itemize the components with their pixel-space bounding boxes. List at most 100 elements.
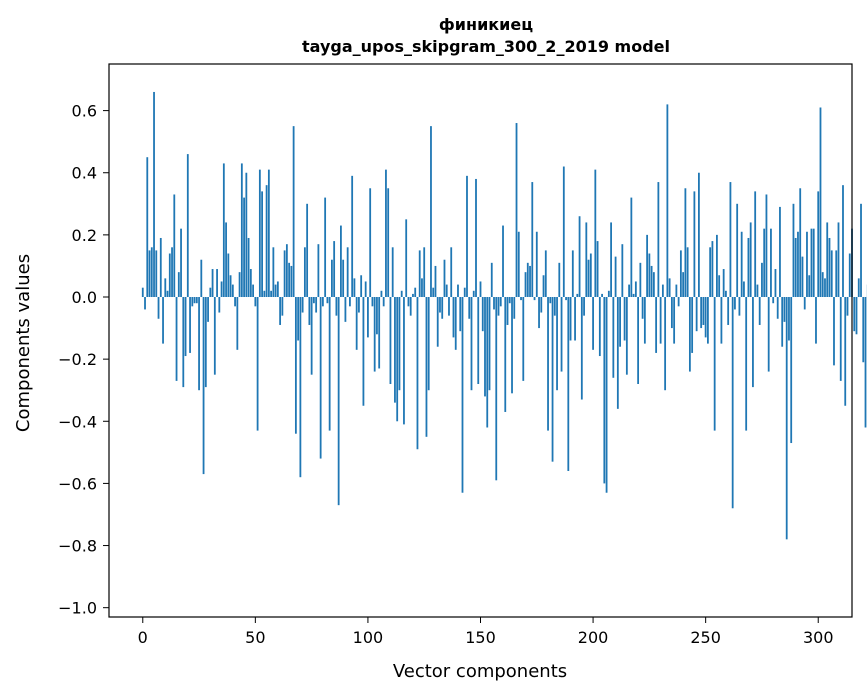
- bar-131: [436, 297, 439, 347]
- bar-281: [774, 269, 777, 297]
- bar-244: [691, 297, 694, 353]
- bar-59: [274, 284, 277, 298]
- bar-316: [853, 297, 856, 332]
- bar-266: [740, 231, 743, 297]
- bar-217: [630, 197, 633, 298]
- bar-42: [236, 297, 239, 350]
- bar-220: [637, 297, 640, 384]
- bar-10: [164, 278, 167, 298]
- bar-110: [389, 297, 392, 384]
- bar-67: [292, 126, 295, 297]
- bar-199: [589, 253, 592, 297]
- bar-165: [513, 297, 516, 319]
- bar-77: [315, 297, 318, 313]
- bar-209: [612, 297, 615, 378]
- bar-218: [632, 293, 635, 298]
- bar-160: [502, 225, 504, 298]
- bar-300: [817, 191, 820, 298]
- bar-304: [826, 222, 829, 297]
- bar-241: [684, 188, 687, 298]
- bar-144: [466, 175, 468, 297]
- bar-139: [454, 297, 457, 350]
- bar-298: [812, 228, 815, 298]
- bar-54: [263, 290, 266, 297]
- bar-17: [180, 228, 182, 298]
- bar-162: [506, 297, 509, 325]
- bar-5: [153, 91, 155, 298]
- bar-73: [306, 203, 309, 297]
- bar-263: [734, 297, 736, 310]
- bar-49: [252, 284, 254, 298]
- bar-52: [258, 169, 261, 298]
- bar-254: [713, 297, 716, 431]
- bar-194: [578, 216, 581, 298]
- bar-92: [349, 297, 351, 307]
- bar-29: [207, 297, 209, 322]
- bar-196: [583, 297, 585, 316]
- bar-15: [175, 297, 178, 381]
- bar-76: [312, 297, 315, 304]
- bar-306: [830, 250, 833, 297]
- bar-207: [607, 290, 610, 297]
- bar-238: [677, 297, 680, 307]
- bar-249: [702, 297, 705, 325]
- bar-95: [355, 297, 358, 350]
- bar-212: [619, 297, 621, 347]
- y-tick-label: 0.0: [72, 288, 97, 307]
- bar-122: [416, 297, 419, 450]
- bar-109: [387, 188, 390, 298]
- bar-124: [421, 278, 423, 298]
- bar-290: [794, 237, 797, 298]
- x-tick-label: 300: [803, 628, 834, 647]
- bar-303: [824, 278, 826, 298]
- bar-80: [321, 297, 324, 307]
- bar-152: [484, 297, 486, 397]
- bar-260: [727, 297, 730, 325]
- bar-26: [200, 259, 203, 297]
- bar-279: [770, 228, 772, 298]
- bar-121: [414, 287, 417, 298]
- bar-227: [652, 272, 655, 297]
- bar-111: [391, 247, 394, 298]
- bar-311: [842, 185, 844, 297]
- bar-280: [772, 297, 775, 304]
- bar-242: [686, 247, 689, 298]
- bar-43: [238, 272, 241, 297]
- bar-211: [616, 297, 619, 409]
- bar-132: [439, 297, 441, 313]
- bar-81: [324, 197, 327, 298]
- bar-179: [544, 250, 547, 297]
- bar-134: [443, 259, 446, 297]
- bar-107: [382, 297, 385, 307]
- x-tick-label: 250: [690, 628, 721, 647]
- bar-210: [614, 256, 617, 298]
- bar-313: [846, 297, 849, 316]
- chart-title-line2: tayga_upos_skipgram_300_2_2019 model: [302, 37, 670, 56]
- bar-257: [720, 297, 723, 344]
- bar-264: [736, 203, 739, 297]
- bar-291: [797, 231, 799, 297]
- bar-276: [763, 228, 766, 298]
- bar-140: [457, 284, 459, 298]
- bar-321: [864, 297, 867, 428]
- bar-285: [783, 297, 786, 322]
- bar-178: [542, 275, 545, 298]
- bar-112: [394, 297, 396, 403]
- bar-193: [576, 293, 579, 298]
- bar-204: [601, 293, 603, 298]
- bar-84: [331, 259, 333, 297]
- bar-104: [376, 297, 378, 335]
- bar-236: [673, 297, 676, 344]
- bar-94: [353, 278, 356, 298]
- bar-129: [432, 287, 435, 298]
- bar-45: [243, 197, 245, 298]
- bar-237: [675, 284, 678, 298]
- bar-156: [493, 297, 495, 310]
- bar-66: [290, 265, 293, 298]
- bar-100: [367, 297, 369, 338]
- bar-182: [551, 297, 554, 462]
- bar-127: [427, 297, 430, 391]
- bar-250: [704, 297, 707, 338]
- bar-192: [574, 297, 576, 341]
- bar-60: [276, 281, 279, 297]
